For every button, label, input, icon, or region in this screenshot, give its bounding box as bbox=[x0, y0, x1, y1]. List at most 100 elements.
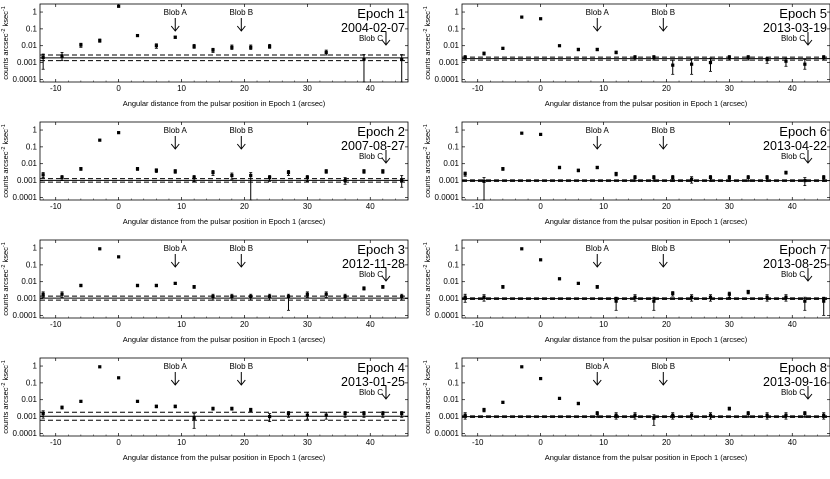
x-tick-label: -10 bbox=[50, 438, 62, 447]
blob-arrowhead bbox=[592, 143, 602, 150]
blob-arrowhead bbox=[170, 25, 180, 32]
epoch-label: Epoch 3 bbox=[357, 242, 405, 257]
x-tick-label: 20 bbox=[662, 202, 671, 211]
x-tick-label: 0 bbox=[538, 202, 543, 211]
data-point bbox=[41, 55, 45, 60]
blob-label: Blob B bbox=[230, 362, 254, 371]
data-point bbox=[765, 175, 769, 180]
blob-label: Blob C bbox=[781, 388, 805, 397]
plot-frame bbox=[39, 121, 409, 201]
x-tick-label: 10 bbox=[599, 320, 608, 329]
data-point bbox=[173, 169, 177, 173]
data-point bbox=[822, 299, 826, 303]
data-point bbox=[803, 299, 807, 303]
blob-arrowhead bbox=[592, 379, 602, 386]
data-point bbox=[690, 413, 694, 417]
panel-epoch-5: -10 0 10 20 30 40 1 0.1 0.01 0.001 0.0001 Blob A Blo… bbox=[423, 3, 830, 108]
data-point bbox=[822, 175, 826, 180]
data-point bbox=[539, 258, 543, 262]
data-point bbox=[286, 411, 291, 416]
x-tick-label: 30 bbox=[303, 202, 312, 211]
data-point bbox=[135, 167, 140, 171]
plot-frame bbox=[461, 121, 830, 201]
data-point bbox=[557, 165, 562, 170]
data-point bbox=[576, 168, 580, 173]
data-point bbox=[230, 173, 234, 178]
data-point bbox=[230, 406, 234, 411]
x-tick-label: 0 bbox=[116, 438, 121, 447]
epoch-date: 2007-08-27 bbox=[341, 139, 405, 153]
data-point bbox=[463, 172, 467, 176]
data-point bbox=[192, 44, 196, 49]
plot-frame bbox=[461, 357, 830, 437]
blob-label: Blob C bbox=[781, 34, 805, 43]
data-point bbox=[305, 175, 309, 180]
data-point bbox=[117, 131, 121, 135]
blob-arrowhead bbox=[592, 25, 602, 32]
data-point bbox=[803, 62, 807, 66]
x-tick-label: 10 bbox=[599, 84, 608, 93]
data-point bbox=[400, 178, 404, 183]
epoch-label: Epoch 8 bbox=[779, 360, 827, 375]
blob-label: Blob B bbox=[652, 126, 676, 135]
epoch-label: Epoch 5 bbox=[779, 6, 827, 21]
data-point bbox=[60, 292, 64, 296]
data-point bbox=[690, 177, 694, 181]
data-point bbox=[595, 165, 599, 170]
blob-label: Blob A bbox=[586, 8, 610, 17]
x-tick-label: 20 bbox=[240, 202, 249, 211]
data-point bbox=[249, 295, 253, 299]
data-point bbox=[727, 406, 731, 411]
data-point bbox=[463, 295, 467, 299]
y-tick-label: 0.0001 bbox=[13, 193, 38, 202]
x-tick-label: 10 bbox=[177, 202, 186, 211]
y-tick-label: 0.001 bbox=[439, 412, 460, 421]
y-tick-label: 0.01 bbox=[21, 395, 37, 404]
blob-label: Blob A bbox=[586, 362, 610, 371]
y-axis-label: counts arcsec-2 ksec-1 bbox=[423, 6, 432, 80]
x-tick-label: -10 bbox=[50, 84, 62, 93]
data-point bbox=[520, 247, 524, 251]
data-point bbox=[154, 283, 158, 288]
y-tick-label: 0.001 bbox=[17, 412, 38, 421]
y-tick-label: 0.01 bbox=[21, 41, 37, 50]
plot-frame bbox=[461, 239, 830, 319]
data-point bbox=[539, 17, 543, 21]
epoch-date: 2013-03-19 bbox=[763, 21, 827, 35]
data-point bbox=[192, 175, 196, 180]
y-tick-label: 0.1 bbox=[26, 378, 38, 387]
blob-arrowhead bbox=[170, 379, 180, 386]
blob-arrowhead bbox=[236, 143, 246, 150]
data-point bbox=[41, 411, 45, 416]
y-tick-label: 0.0001 bbox=[13, 311, 38, 320]
data-point bbox=[822, 413, 826, 417]
data-point bbox=[117, 255, 121, 259]
x-axis-label: Angular distance from the pulsar positio… bbox=[545, 335, 748, 344]
data-point bbox=[135, 33, 140, 38]
y-tick-label: 0.0001 bbox=[435, 311, 460, 320]
data-point bbox=[727, 55, 731, 60]
y-tick-label: 0.001 bbox=[17, 176, 38, 185]
panel-epoch-4: -10 0 10 20 30 40 1 0.1 0.01 0.001 0.0001 Blob A Blo… bbox=[1, 357, 409, 462]
y-tick-label: 0.1 bbox=[448, 378, 460, 387]
data-point bbox=[652, 55, 656, 60]
blob-arrowhead bbox=[170, 143, 180, 150]
x-tick-label: 10 bbox=[599, 202, 608, 211]
blob-arrowhead bbox=[803, 275, 813, 282]
blob-label: Blob B bbox=[230, 8, 254, 17]
epoch-date: 2013-08-25 bbox=[763, 257, 827, 271]
y-axis-label: counts arcsec-2 ksec-1 bbox=[423, 124, 432, 198]
x-axis-label: Angular distance from the pulsar positio… bbox=[123, 453, 326, 462]
data-point bbox=[501, 167, 505, 171]
epoch-date: 2013-04-22 bbox=[763, 139, 827, 153]
data-point bbox=[671, 63, 675, 67]
blob-label: Blob A bbox=[586, 126, 610, 135]
data-point bbox=[98, 138, 102, 142]
data-point bbox=[727, 292, 731, 296]
y-tick-label: 0.1 bbox=[26, 260, 38, 269]
blob-label: Blob C bbox=[781, 152, 805, 161]
data-point bbox=[154, 404, 158, 409]
data-point bbox=[539, 132, 543, 137]
data-point bbox=[633, 175, 637, 180]
epoch-date: 2013-01-25 bbox=[341, 375, 405, 389]
